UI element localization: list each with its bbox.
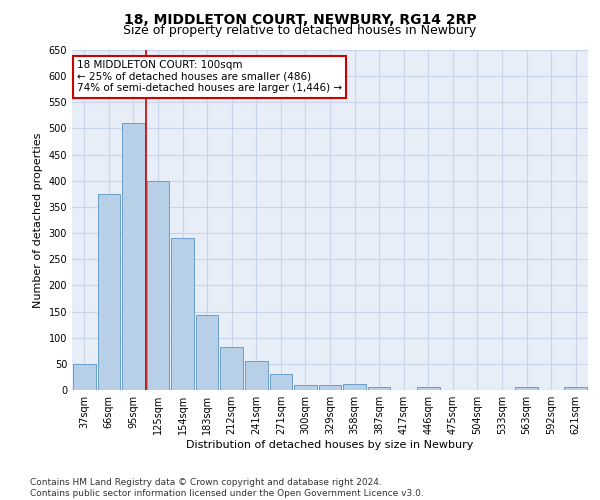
Bar bbox=[220, 347, 243, 390]
Text: 18 MIDDLETON COURT: 100sqm
← 25% of detached houses are smaller (486)
74% of sem: 18 MIDDLETON COURT: 100sqm ← 25% of deta… bbox=[77, 60, 342, 94]
X-axis label: Distribution of detached houses by size in Newbury: Distribution of detached houses by size … bbox=[187, 440, 473, 450]
Bar bbox=[343, 384, 366, 390]
Bar bbox=[515, 388, 538, 390]
Bar bbox=[196, 315, 218, 390]
Bar bbox=[269, 374, 292, 390]
Y-axis label: Number of detached properties: Number of detached properties bbox=[33, 132, 43, 308]
Bar bbox=[171, 238, 194, 390]
Bar bbox=[73, 364, 95, 390]
Bar bbox=[122, 123, 145, 390]
Bar bbox=[319, 385, 341, 390]
Bar bbox=[294, 385, 317, 390]
Text: Contains HM Land Registry data © Crown copyright and database right 2024.
Contai: Contains HM Land Registry data © Crown c… bbox=[30, 478, 424, 498]
Bar bbox=[368, 388, 391, 390]
Bar bbox=[146, 181, 169, 390]
Text: 18, MIDDLETON COURT, NEWBURY, RG14 2RP: 18, MIDDLETON COURT, NEWBURY, RG14 2RP bbox=[124, 12, 476, 26]
Bar bbox=[565, 388, 587, 390]
Bar bbox=[98, 194, 120, 390]
Bar bbox=[417, 388, 440, 390]
Text: Size of property relative to detached houses in Newbury: Size of property relative to detached ho… bbox=[124, 24, 476, 37]
Bar bbox=[245, 361, 268, 390]
